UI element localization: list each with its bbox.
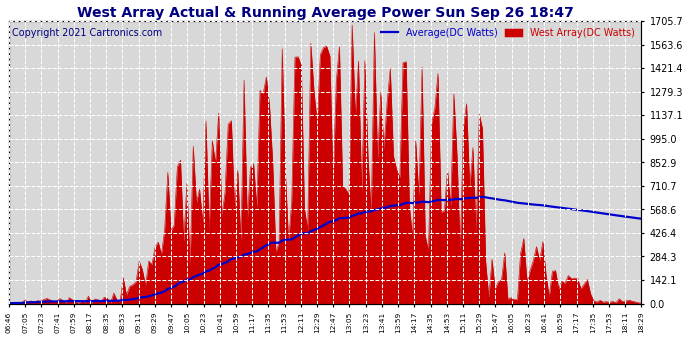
Title: West Array Actual & Running Average Power Sun Sep 26 18:47: West Array Actual & Running Average Powe…: [76, 6, 573, 20]
Legend: Average(DC Watts), West Array(DC Watts): Average(DC Watts), West Array(DC Watts): [379, 26, 637, 40]
Text: Copyright 2021 Cartronics.com: Copyright 2021 Cartronics.com: [12, 28, 163, 38]
